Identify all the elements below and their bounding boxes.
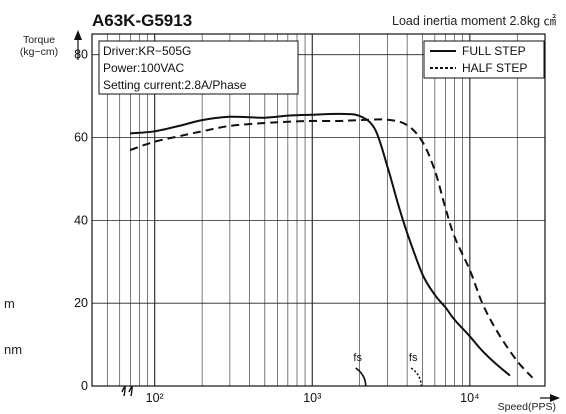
annotations: fs fs xyxy=(353,352,422,387)
x-tick-label: 10³ xyxy=(303,391,321,405)
legend-label-half-step: HALF STEP xyxy=(462,61,527,75)
info-box: Driver:KR−505G Power:100VAC Setting curr… xyxy=(98,40,299,95)
fs-curve xyxy=(410,367,422,387)
axis-break-icon xyxy=(121,386,133,397)
legend-label-full-step: FULL STEP xyxy=(462,44,526,58)
x-axis-arrow-icon xyxy=(550,394,560,402)
x-tick-label: 10² xyxy=(146,391,164,405)
chart-title: A63K-G5913 xyxy=(92,11,192,30)
info-driver: Driver:KR−505G xyxy=(103,44,191,58)
half-step-curve xyxy=(129,118,534,379)
y-tick-label: 0 xyxy=(81,379,88,393)
y-tick-label: 20 xyxy=(74,296,88,310)
side-fragment-m: m xyxy=(4,296,15,311)
info-current: Setting current:2.8A/Phase xyxy=(103,78,247,92)
y-axis-arrow-icon xyxy=(74,30,82,40)
y-axis-label: Torque (kg−cm) xyxy=(20,34,58,58)
y-axis-label-line: Torque xyxy=(23,34,55,46)
y-axis-label-line: (kg−cm) xyxy=(20,46,58,58)
plot-frame xyxy=(91,33,546,387)
info-box-frame xyxy=(98,40,299,95)
x-axis-label: Speed(PPS) xyxy=(498,401,556,413)
x-tick-label: 10⁴ xyxy=(460,391,479,405)
fs-curve xyxy=(355,367,367,387)
fs-label: fs xyxy=(409,352,418,364)
tick-labels: 0 20 40 60 80 10² 10³ 10⁴ xyxy=(74,48,479,405)
full-step-curve xyxy=(130,112,511,377)
series-layer xyxy=(129,112,534,379)
chart-subtitle: Load inertia moment 2.8kg ㎠ xyxy=(392,14,556,28)
fs-label: fs xyxy=(353,352,362,364)
legend: FULL STEP HALF STEP xyxy=(423,40,545,79)
side-fragment-nm: nm xyxy=(4,342,23,357)
legend-frame xyxy=(423,40,545,79)
y-tick-label: 40 xyxy=(74,213,88,227)
y-tick-label: 60 xyxy=(74,131,88,145)
info-power: Power:100VAC xyxy=(103,61,184,75)
y-tick-label: 80 xyxy=(74,48,88,62)
